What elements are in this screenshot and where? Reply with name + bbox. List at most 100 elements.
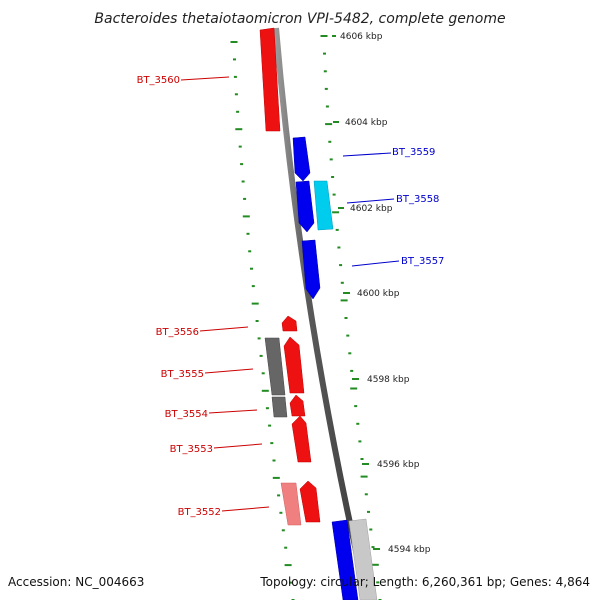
gene-label-bt-3554[interactable]: BT_3554	[165, 409, 208, 420]
left-tick-mark	[259, 354, 263, 357]
gene-label-bt-3556[interactable]: BT_3556	[156, 327, 199, 338]
right-tick-mark	[371, 546, 375, 549]
left-tick-mark	[281, 529, 285, 532]
gene-label-bt-3552[interactable]: BT_3552	[178, 507, 221, 518]
left-tick-mark	[289, 581, 292, 584]
gene-bottom-gray[interactable]	[348, 518, 378, 600]
right-tick-mark	[340, 299, 348, 302]
left-tick-mark	[268, 424, 272, 427]
gene-bt-3553[interactable]	[291, 415, 312, 463]
kbp-label-4600: 4600 kbp	[357, 289, 400, 299]
gene-bt-3554-gray[interactable]	[271, 396, 288, 418]
right-tick-mark	[325, 105, 329, 108]
kbp-label-4604: 4604 kbp	[345, 118, 388, 128]
left-tick-mark	[250, 267, 253, 270]
right-tick-mark	[376, 581, 380, 584]
left-tick-mark	[279, 511, 283, 514]
left-tick-mark	[251, 302, 259, 305]
left-tick-mark	[233, 75, 237, 78]
left-tick-mark	[246, 232, 250, 235]
right-tick-mark	[335, 228, 339, 231]
gene-bt-3560[interactable]	[259, 27, 281, 132]
kbp-label-4606: 4606 kbp	[340, 32, 383, 42]
left-tick-mark	[230, 41, 238, 43]
right-tick-mark	[360, 458, 364, 460]
left-tick-mark	[272, 459, 276, 462]
left-tick-mark	[270, 442, 274, 445]
right-tick-mark	[350, 387, 358, 390]
right-tick-mark	[339, 264, 343, 267]
left-tick-mark	[284, 564, 292, 567]
gene-label-bt-3559[interactable]: BT_3559	[392, 147, 435, 158]
right-tick-mark	[354, 405, 358, 408]
gene-bt-3555-gray[interactable]	[264, 337, 286, 396]
left-tick-mark	[234, 93, 238, 96]
gene-bt-3555[interactable]	[283, 336, 305, 394]
left-tick-mark	[277, 494, 281, 497]
left-tick-mark	[255, 320, 259, 322]
left-tick-mark	[257, 337, 261, 340]
gene-bottom-blue[interactable]	[331, 519, 359, 600]
accession-text: Accession: NC_004663	[8, 575, 144, 589]
right-tick-mark	[329, 158, 333, 161]
right-tick-mark	[344, 317, 348, 319]
right-tick-mark	[348, 352, 352, 355]
kbp-label-4594: 4594 kbp	[388, 545, 431, 555]
right-tick-mark	[367, 510, 370, 513]
right-tick-mark	[356, 422, 360, 425]
right-tick-mark	[364, 493, 368, 496]
gene-bt-3552-light[interactable]	[280, 482, 302, 526]
label-leaders	[180, 76, 400, 512]
gene-label-bt-3557[interactable]: BT_3557	[401, 256, 444, 267]
gene-label-bt-3560[interactable]: BT_3560	[137, 75, 180, 86]
genome-backbone	[273, 27, 370, 600]
right-tick-mark	[346, 334, 350, 337]
right-tick-mark	[331, 176, 335, 178]
right-tick-mark	[323, 52, 326, 55]
left-tick-mark	[242, 215, 250, 218]
gene-bt-3558-alt[interactable]	[313, 180, 334, 231]
left-tick-mark	[251, 285, 255, 288]
gene-label-bt-3558[interactable]: BT_3558	[396, 194, 439, 205]
right-tick-mark	[332, 193, 336, 196]
gene-labels: BT_3560 BT_3559 BT_3558 BT_3557 BT_3556 …	[137, 75, 445, 518]
right-tick-mark	[350, 369, 354, 372]
map-title: Bacteroides thetaiotaomicron VPI-5482, c…	[94, 11, 505, 27]
gene-bt-3552[interactable]	[299, 480, 321, 523]
left-tick-mark	[248, 250, 252, 253]
gene-bt-3558[interactable]	[295, 180, 315, 233]
left-tick-mark	[265, 407, 269, 410]
left-tick-mark	[272, 476, 280, 479]
left-tick-mark	[243, 197, 247, 200]
right-tick-mark	[369, 528, 373, 531]
right-tick-mark	[360, 475, 368, 478]
right-tick-mark	[340, 281, 344, 284]
left-tick-mark	[235, 128, 243, 131]
genome-summary: Topology: circular; Length: 6,260,361 bp…	[259, 575, 590, 589]
gene-bt-3554[interactable]	[289, 394, 306, 417]
gene-bt-3559[interactable]	[292, 136, 311, 182]
gene-label-bt-3555[interactable]: BT_3555	[161, 369, 204, 380]
right-tick-mark	[328, 140, 332, 143]
kbp-label-4596: 4596 kbp	[377, 460, 420, 470]
left-tick-mark	[238, 145, 242, 148]
gene-label-bt-3553[interactable]: BT_3553	[170, 444, 213, 455]
right-tick-mark	[332, 211, 340, 214]
left-tick-mark	[241, 180, 245, 183]
left-tick-mark	[240, 163, 244, 166]
kbp-label-4598: 4598 kbp	[367, 375, 410, 385]
right-tick-mark	[325, 123, 333, 126]
right-tick-mark	[324, 87, 328, 90]
kbp-scale: 4606 kbp 4604 kbp 4602 kbp 4600 kbp 4598…	[332, 32, 431, 555]
left-tick-track	[230, 41, 295, 600]
left-tick-mark	[261, 389, 269, 392]
gene-bt-3557[interactable]	[301, 239, 321, 300]
gene-features	[259, 27, 378, 600]
left-tick-mark	[261, 372, 265, 375]
left-tick-mark	[236, 110, 240, 113]
right-tick-mark	[323, 70, 327, 73]
right-tick-mark	[320, 35, 328, 37]
right-tick-mark	[337, 246, 341, 249]
gene-bt-3556[interactable]	[281, 315, 298, 332]
kbp-label-4602: 4602 kbp	[350, 204, 393, 214]
